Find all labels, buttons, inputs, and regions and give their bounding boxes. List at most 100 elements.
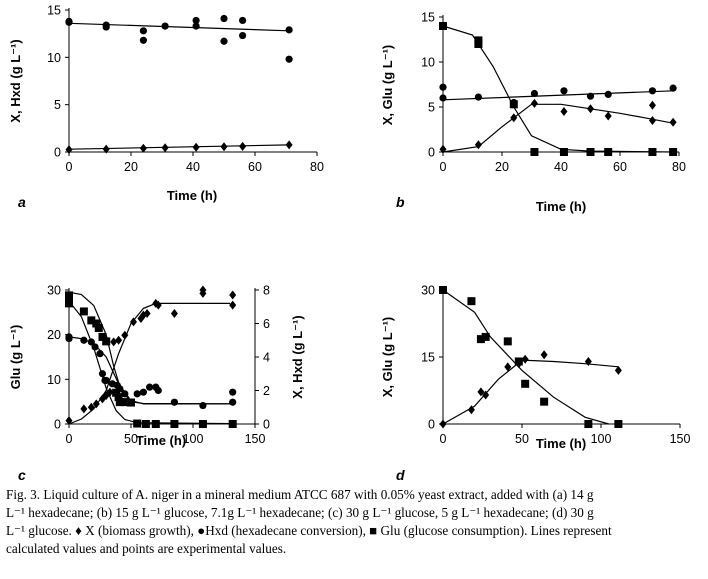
hxd-point [139, 388, 147, 396]
y2-tick-label: 6 [263, 317, 270, 331]
glu-point [170, 420, 179, 428]
glu-point [503, 337, 512, 346]
x-biomass-point [648, 100, 656, 110]
fit-line-x [68, 144, 290, 150]
glu-point [114, 393, 123, 402]
x-tick-label: 0 [440, 160, 447, 174]
panel-d: 0 50 100 150 0 15 30 Time (h) X, Glu (g L⁻¹) d [380, 284, 690, 481]
glu-point [79, 307, 88, 316]
hxd-point [229, 388, 237, 396]
y2-tick-label: 8 [263, 284, 270, 298]
hxd-point [139, 27, 147, 35]
x-tick-label: 40 [554, 160, 568, 174]
x-tick-label: 50 [124, 432, 138, 446]
x-tick-label: 100 [183, 432, 204, 446]
hxd-point [604, 90, 612, 98]
panel-a: 0 20 40 60 80 0 5 10 15 Time (h) X, Hxd (g L⁻¹) a [8, 4, 324, 211]
x-biomass-point [439, 419, 447, 429]
y-tick-label: 5 [54, 98, 61, 112]
hxd-point [586, 92, 595, 100]
x-axis-label: Time (h) [536, 436, 586, 451]
y-tick-label: 0 [54, 146, 61, 160]
x-biomass-point [587, 104, 594, 114]
hxd-point [199, 401, 207, 410]
hxd-point [239, 16, 247, 25]
x-tick-label: 80 [310, 160, 324, 174]
hxd-point [91, 343, 99, 351]
glu-point [669, 148, 678, 156]
y2-axis-label: X, Hxd (g L⁻¹) [290, 315, 305, 398]
hxd-point [102, 376, 110, 385]
caption-line-3: L⁻¹ glucose. ♦ X (biomass growth), ●Hxd … [6, 523, 612, 538]
fit-line-x [68, 302, 231, 425]
y-tick-label: 10 [47, 51, 61, 65]
hxd-point [65, 334, 73, 343]
hxd-point [285, 26, 293, 34]
glu-point [467, 297, 476, 306]
x-tick-label: 20 [124, 160, 138, 174]
x-tick-label: 0 [66, 432, 73, 446]
hxd-point [80, 336, 88, 344]
fit-line-glu [442, 289, 610, 425]
x-biomass-point [121, 330, 129, 340]
x-biomass-point [143, 308, 151, 318]
x-biomass-point [510, 113, 518, 123]
x-biomass-point [648, 116, 656, 125]
glu-point [120, 398, 129, 407]
x-biomass-point [614, 365, 622, 375]
figure-caption: Fig. 3. Liquid culture of A. niger in a … [6, 486, 706, 558]
hxd-point [139, 36, 147, 44]
fit-line-x [442, 359, 619, 425]
x-axis-label: Time (h) [136, 433, 186, 448]
x-tick-label: 100 [591, 432, 612, 446]
hxd-point [239, 31, 247, 40]
hxd-point [474, 93, 482, 101]
x-tick-label: 0 [66, 160, 73, 174]
y-tick-label: 0 [54, 418, 61, 432]
x-biomass-point [65, 416, 73, 426]
y-tick-label: 0 [428, 418, 435, 432]
glu-point [584, 420, 593, 428]
y-axis-label: Glu (g L⁻¹) [8, 325, 23, 390]
x-biomass-point [515, 359, 523, 369]
x-axis-label: Time (h) [536, 199, 586, 214]
glu-point [559, 148, 568, 156]
y2-tick-label: 4 [263, 351, 270, 365]
y-axis-label: X, Hxd (g L⁻¹) [8, 39, 23, 122]
glu-point [476, 335, 485, 344]
x-biomass-point [102, 144, 110, 154]
hxd-point [87, 338, 95, 346]
hxd-point [229, 398, 237, 406]
hxd-point [121, 390, 129, 398]
x-biomass-point [604, 111, 612, 121]
x-biomass-point [199, 288, 207, 298]
x-biomass-point [192, 142, 200, 152]
x-biomass-point [115, 335, 123, 345]
hxd-point [510, 98, 518, 107]
x-biomass-point [170, 308, 178, 318]
hxd-point [220, 37, 228, 45]
glu-point [439, 286, 447, 294]
x-biomass-point [92, 399, 100, 409]
panel-letter: b [396, 194, 405, 210]
x-biomass-point [220, 142, 228, 152]
x-biomass-point [154, 300, 162, 310]
glu-point [65, 291, 73, 300]
x-biomass-point [504, 362, 512, 372]
hxd-point [192, 16, 200, 25]
hxd-point [116, 385, 124, 393]
glu-point [151, 420, 160, 428]
x-biomass-point [139, 143, 147, 153]
hxd-point [669, 84, 677, 92]
glu-point [614, 420, 623, 428]
glu-point [474, 40, 483, 48]
glu-point [112, 388, 121, 397]
glu-point [92, 319, 101, 328]
y-tick-label: 15 [421, 351, 435, 365]
x-biomass-point [110, 337, 118, 347]
hxd-point [96, 350, 104, 358]
x-biomass-point [161, 143, 169, 153]
glu-point [521, 379, 530, 388]
y-tick-label: 0 [428, 146, 435, 160]
